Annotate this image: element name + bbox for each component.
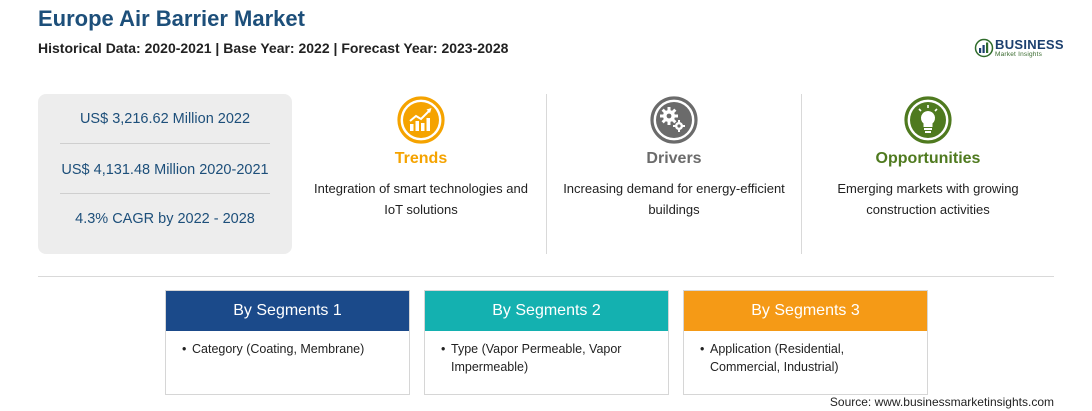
logo-name: BUSINESS: [995, 37, 1064, 52]
trends-heading: Trends: [394, 150, 448, 167]
market-size-2022: US$ 3,216.62 Million 2022: [79, 111, 251, 127]
market-stats-panel: US$ 3,216.62 Million 2022 US$ 4,131.48 M…: [38, 94, 292, 254]
column-divider: [801, 94, 802, 254]
segment-card-3: By Segments 3 Application (Residential, …: [683, 290, 928, 395]
brand-logo[interactable]: BUSINESS Market Insights: [974, 36, 1064, 60]
gears-icon: [650, 96, 698, 144]
lightbulb-icon: [904, 96, 952, 144]
drivers-column: Drivers Increasing demand for energy-eff…: [549, 94, 799, 220]
drivers-text: Increasing demand for energy-efficient b…: [563, 181, 785, 217]
drivers-heading: Drivers: [646, 150, 702, 167]
cagr-stat: 4.3% CAGR by 2022 - 2028: [75, 211, 255, 227]
segment-card-2: By Segments 2 Type (Vapor Permeable, Vap…: [424, 290, 669, 395]
stats-divider: [60, 143, 270, 144]
stats-divider: [60, 193, 270, 194]
market-size-historical: US$ 4,131.48 Million 2020-2021: [61, 162, 269, 178]
section-divider: [38, 276, 1054, 277]
segment-1-heading: By Segments 1: [166, 291, 409, 331]
segment-2-heading: By Segments 2: [425, 291, 668, 331]
source-note: Source: www.businessmarketinsights.com: [829, 395, 1054, 409]
segment-card-1: By Segments 1 Category (Coating, Membran…: [165, 290, 410, 395]
column-divider: [546, 94, 547, 254]
opportunities-column: Opportunities Emerging markets with grow…: [803, 94, 1053, 220]
segment-2-item: Type (Vapor Permeable, Vapor Impermeable…: [441, 340, 654, 376]
logo-tagline: Market Insights: [995, 51, 1043, 58]
segment-3-item: Application (Residential, Commercial, In…: [700, 340, 913, 376]
page-title: Europe Air Barrier Market: [38, 6, 305, 31]
opportunities-heading: Opportunities: [875, 150, 981, 167]
trend-chart-icon: [397, 96, 445, 144]
trends-column: Trends Integration of smart technologies…: [296, 94, 546, 220]
globe-chart-icon: [974, 38, 994, 58]
page-subtitle: Historical Data: 2020-2021 | Base Year: …: [38, 40, 509, 56]
segment-3-heading: By Segments 3: [684, 291, 927, 331]
segment-1-item: Category (Coating, Membrane): [182, 340, 395, 358]
opportunities-text: Emerging markets with growing constructi…: [837, 181, 1019, 217]
trends-text: Integration of smart technologies and Io…: [314, 181, 528, 217]
